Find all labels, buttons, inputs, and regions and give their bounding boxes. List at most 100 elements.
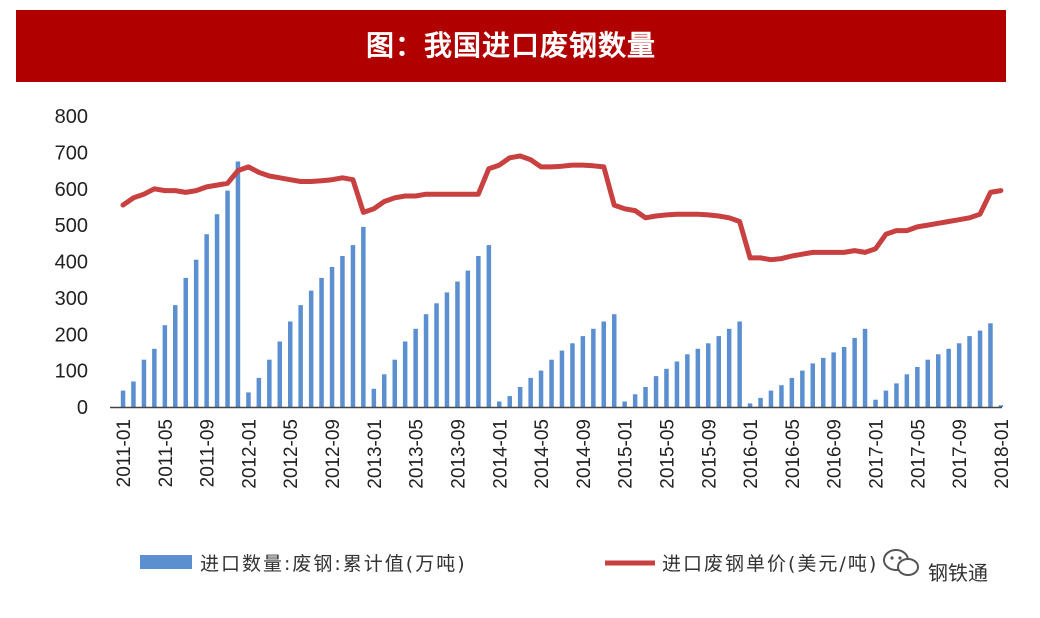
bar: [612, 314, 617, 407]
bar: [371, 388, 377, 407]
bar: [956, 343, 962, 407]
bar: [392, 359, 397, 407]
bar: [308, 290, 314, 407]
bar: [214, 214, 220, 407]
bar: [382, 374, 387, 407]
watermark: 钢铁通: [883, 549, 988, 585]
bar: [559, 350, 565, 407]
y-tick-label: 200: [55, 324, 88, 346]
bar: [256, 377, 262, 407]
bar: [758, 397, 763, 407]
bar: [779, 385, 784, 407]
bar: [726, 328, 732, 407]
bar: [622, 401, 627, 407]
bar: [716, 336, 721, 407]
bar: [267, 359, 272, 407]
y-tick-label: 800: [55, 106, 88, 128]
bar: [831, 352, 836, 407]
bar: [298, 305, 303, 407]
bar: [528, 377, 533, 407]
bar: [235, 161, 241, 407]
bar: [789, 377, 795, 407]
legend: 进口数量:废钢:累计值(万吨) 进口废钢单价(美元/吨): [140, 553, 878, 575]
bar: [664, 368, 669, 407]
bar-series: [120, 161, 1004, 407]
x-tick-label: 2013-01: [365, 419, 386, 489]
x-tick-label: 2016-01: [741, 419, 762, 489]
bar: [549, 359, 554, 407]
bar: [821, 357, 826, 407]
bar: [632, 394, 638, 407]
bar: [319, 277, 324, 407]
bar: [977, 330, 983, 407]
x-tick-label: 2013-09: [448, 419, 469, 489]
bar: [423, 314, 429, 407]
bar: [643, 387, 648, 407]
bar: [883, 390, 889, 407]
bar: [444, 292, 450, 407]
bar: [706, 343, 711, 407]
y-tick-label: 0: [77, 397, 88, 419]
legend-label-line: 进口废钢单价(美元/吨): [662, 553, 878, 575]
price-line: [120, 153, 1004, 263]
bar: [288, 321, 293, 407]
bar: [173, 305, 178, 407]
bar: [852, 337, 857, 407]
bar: [894, 383, 899, 407]
bar: [810, 363, 815, 407]
watermark-text: 钢铁通: [928, 561, 988, 585]
bar: [329, 267, 335, 407]
x-tick-label: 2011-05: [156, 419, 177, 487]
y-tick-label: 600: [55, 179, 88, 201]
bar: [685, 354, 690, 407]
x-tick-label: 2018-01: [992, 419, 1013, 489]
bar: [570, 343, 575, 407]
bar: [580, 336, 586, 407]
bar: [862, 328, 868, 407]
bar: [120, 390, 126, 407]
bar: [152, 348, 157, 407]
x-tick-label: 2011-09: [198, 419, 219, 487]
bar: [204, 234, 209, 407]
y-axis: 0 100 200 300 400 500 600 700 800: [55, 106, 88, 419]
bar: [695, 348, 701, 407]
bar: [936, 354, 941, 407]
x-tick-label: 2016-09: [825, 419, 846, 489]
x-tick-label: 2012-09: [323, 419, 344, 489]
x-tick-label: 2013-05: [407, 419, 428, 489]
bar: [988, 323, 993, 407]
wechat-icon: [883, 549, 919, 576]
y-tick-label: 700: [55, 142, 88, 164]
bar: [873, 399, 878, 407]
legend-swatch-bars: [140, 555, 192, 569]
bar: [465, 270, 471, 407]
bar: [413, 328, 418, 407]
x-tick-label: 2015-09: [699, 419, 720, 489]
bar: [737, 321, 742, 407]
bar: [141, 359, 147, 407]
x-tick-label: 2011-01: [114, 419, 135, 487]
x-axis-ticks: 2011-01 2011-05 2011-09 2012-01 2012-05 2012-…: [114, 419, 1013, 489]
y-tick-label: 100: [55, 361, 88, 383]
x-tick-label: 2014-09: [574, 419, 595, 489]
bar: [904, 374, 910, 407]
bar: [601, 321, 606, 407]
x-tick-label: 2012-01: [239, 419, 260, 489]
bar: [350, 245, 356, 407]
bar: [591, 328, 596, 407]
x-tick-label: 2014-01: [490, 419, 511, 489]
bar: [225, 190, 230, 407]
chart-title: 图：我国进口废钢数量: [365, 29, 656, 62]
x-tick-label: 2012-05: [281, 419, 302, 489]
y-tick-label: 300: [55, 288, 88, 310]
bar: [162, 325, 168, 407]
bar: [402, 341, 408, 407]
bar: [340, 256, 345, 407]
bar: [800, 370, 805, 407]
bar: [915, 367, 920, 407]
x-tick-label: 2017-05: [908, 419, 929, 489]
bar: [476, 256, 481, 407]
bar: [674, 361, 680, 407]
y-tick-label: 400: [55, 252, 88, 274]
